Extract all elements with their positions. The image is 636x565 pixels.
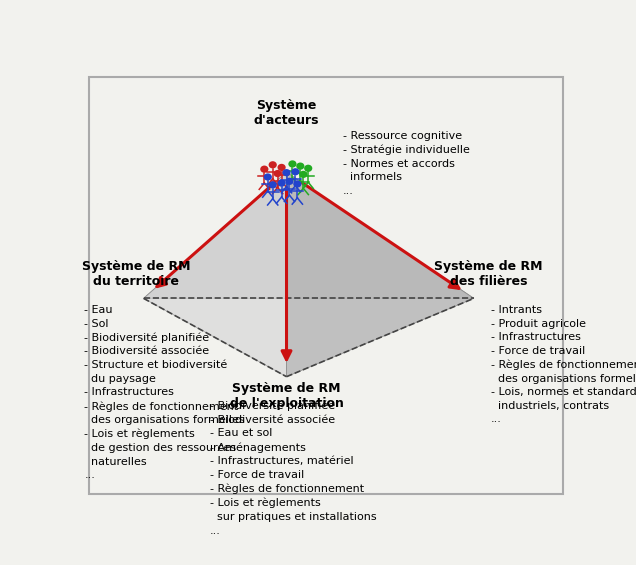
Circle shape bbox=[277, 164, 286, 171]
Circle shape bbox=[299, 171, 307, 178]
Circle shape bbox=[286, 178, 294, 185]
Text: - Biodiversité planifiée
- Biodiversité associée
- Eau et sol
- Aménagements
- I: - Biodiversité planifiée - Biodiversité … bbox=[210, 401, 377, 536]
Circle shape bbox=[268, 181, 277, 189]
Circle shape bbox=[304, 164, 312, 172]
Text: - Intrants
- Produit agricole
- Infrastructures
- Force de travail
- Règles de f: - Intrants - Produit agricole - Infrastr… bbox=[491, 305, 636, 424]
Circle shape bbox=[260, 166, 268, 173]
Text: - Ressource cognitive
- Stratégie individuelle
- Normes et accords
  informels
.: - Ressource cognitive - Stratégie indivi… bbox=[343, 131, 470, 196]
Circle shape bbox=[296, 163, 305, 170]
Circle shape bbox=[282, 169, 291, 176]
Polygon shape bbox=[144, 172, 474, 298]
Text: Système de RM
des filières: Système de RM des filières bbox=[434, 259, 543, 288]
Text: - Eau
- Sol
- Biodiversité planifiée
- Biodiversité associée
- Structure et biod: - Eau - Sol - Biodiversité planifiée - B… bbox=[85, 305, 245, 480]
Text: Système de RM
du territoire: Système de RM du territoire bbox=[82, 260, 190, 289]
Circle shape bbox=[277, 180, 286, 186]
Circle shape bbox=[291, 168, 300, 175]
Circle shape bbox=[293, 180, 301, 188]
Circle shape bbox=[268, 161, 277, 168]
Polygon shape bbox=[144, 172, 286, 377]
Circle shape bbox=[264, 173, 272, 181]
Circle shape bbox=[288, 160, 296, 168]
Polygon shape bbox=[286, 172, 474, 377]
Text: Système de RM
de l'exploitation: Système de RM de l'exploitation bbox=[230, 383, 343, 410]
Text: Système
d'acteurs: Système d'acteurs bbox=[254, 99, 319, 128]
Circle shape bbox=[273, 170, 282, 177]
